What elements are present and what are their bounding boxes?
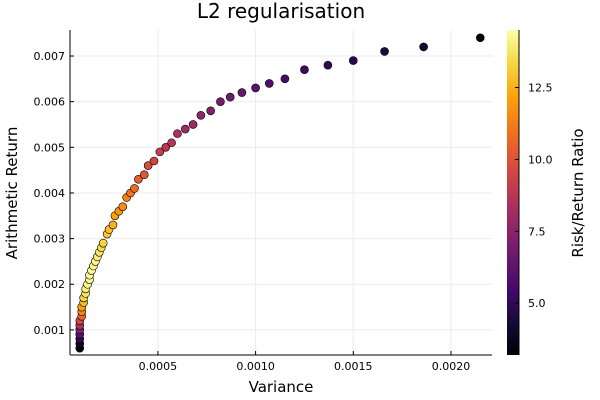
colorbar-tick-label: 12.5 xyxy=(528,82,553,95)
y-axis-ticks: 0.001 0.002 0.003 0.004 0.005 0.006 0.007 xyxy=(34,50,74,337)
scatter-point xyxy=(134,174,143,184)
scatter-point xyxy=(380,47,389,56)
x-tick-label: 0.0010 xyxy=(236,360,275,373)
scatter-point xyxy=(196,111,206,120)
scatter-point xyxy=(149,156,159,166)
scatter-point xyxy=(225,92,235,102)
scatter-point xyxy=(323,60,333,70)
chart-title: L2 regularisation xyxy=(197,0,365,23)
scatter-point xyxy=(118,202,128,211)
scatter-point xyxy=(206,106,215,116)
y-tick-label: 0.007 xyxy=(34,50,66,63)
y-tick-label: 0.005 xyxy=(34,141,66,154)
scatter-point xyxy=(348,56,358,65)
scatter-point xyxy=(264,79,274,88)
colorbar-ticks: 5.0 7.5 10.0 12.5 xyxy=(515,82,553,310)
x-tick-label: 0.0015 xyxy=(334,360,373,373)
y-tick-label: 0.002 xyxy=(34,278,66,291)
scatter-point xyxy=(216,97,225,106)
scatter-point xyxy=(173,129,182,138)
scatter-point xyxy=(155,147,165,157)
scatter-point xyxy=(139,170,149,179)
colorbar-tick-label: 7.5 xyxy=(528,225,546,238)
scatter-point xyxy=(237,88,247,97)
scatter-point xyxy=(130,184,139,193)
scatter-point xyxy=(251,83,260,93)
y-tick-label: 0.006 xyxy=(34,96,66,109)
colorbar-tick-label: 10.0 xyxy=(528,153,553,166)
scatter-point xyxy=(167,138,176,148)
scatter-point xyxy=(161,143,171,152)
colorbar-tick-label: 5.0 xyxy=(528,297,546,310)
x-tick-label: 0.0005 xyxy=(139,360,178,373)
y-tick-label: 0.004 xyxy=(34,187,66,200)
scatter-point xyxy=(143,161,153,170)
scatter-point xyxy=(180,124,190,134)
colorbar-title: Risk/Return Ratio xyxy=(569,128,587,257)
scatter-point xyxy=(280,74,290,84)
scatter-point xyxy=(98,238,108,248)
x-tick-label: 0.0020 xyxy=(432,360,471,373)
scatter-point xyxy=(188,120,198,129)
scatter-point xyxy=(300,65,309,75)
data-points xyxy=(75,33,485,353)
x-axis-ticks: 0.0005 0.0010 0.0015 0.0020 xyxy=(139,351,471,373)
scatter-point xyxy=(419,42,428,52)
scatter-point xyxy=(475,33,485,43)
y-tick-label: 0.001 xyxy=(34,324,66,337)
colorbar xyxy=(507,30,519,355)
scatter-point xyxy=(108,220,118,230)
y-axis-title: Arithmetic Return xyxy=(3,127,21,260)
y-tick-label: 0.003 xyxy=(34,233,66,246)
x-axis-title: Variance xyxy=(249,378,314,396)
